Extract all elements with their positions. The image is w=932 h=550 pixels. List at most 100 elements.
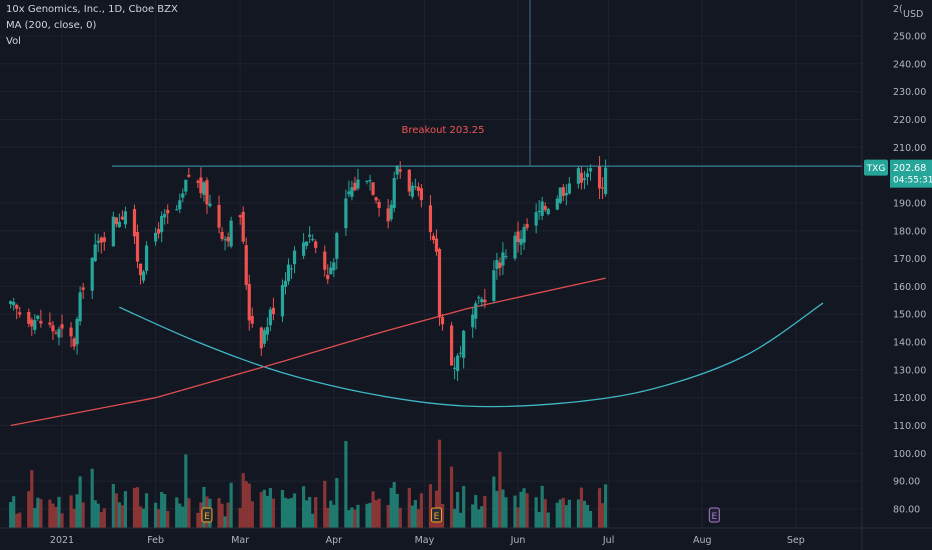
candle-body xyxy=(332,262,336,271)
candle-body xyxy=(374,197,378,201)
candle-body xyxy=(407,169,411,192)
volume-bar xyxy=(371,491,375,528)
volume-bar xyxy=(474,495,478,528)
candle-body xyxy=(51,325,55,332)
candle-body xyxy=(229,220,233,247)
candle-body xyxy=(75,319,79,345)
volume-bar xyxy=(154,502,158,528)
volume-bar xyxy=(449,466,454,528)
breakout-level[interactable]: Breakout 203.25 xyxy=(112,125,862,167)
volume-bar xyxy=(226,502,230,528)
price-tag-box xyxy=(890,159,932,188)
candle-body xyxy=(157,228,161,234)
rounding-curve-path xyxy=(119,302,824,408)
candle-body xyxy=(522,227,526,243)
volume-bar xyxy=(323,480,327,528)
candle-body xyxy=(561,187,565,196)
x-tick-label: Mar xyxy=(231,535,249,546)
candle-body xyxy=(356,179,360,189)
volume-bar xyxy=(184,454,188,528)
volume-bar xyxy=(268,488,272,528)
volume-bar xyxy=(289,497,294,528)
volume-bar xyxy=(477,509,481,528)
candle-body xyxy=(516,231,520,243)
volume-bar xyxy=(199,502,203,528)
volume-bar xyxy=(135,487,140,528)
volume-bar xyxy=(356,504,360,528)
candle-body xyxy=(335,233,339,259)
volume-bar xyxy=(588,510,593,528)
candle-body xyxy=(504,256,508,258)
volume-bar xyxy=(12,496,16,528)
volume-bar xyxy=(428,484,433,528)
candle-body xyxy=(54,332,58,334)
volume-legend[interactable]: Vol xyxy=(6,36,21,47)
candle-body xyxy=(564,193,568,196)
candle-body xyxy=(154,232,158,242)
volume-bar xyxy=(407,487,411,528)
candle-body xyxy=(597,166,602,189)
ma-200-path xyxy=(10,277,606,427)
candle-body xyxy=(175,209,179,211)
volume-bar xyxy=(102,508,106,528)
volume-bar xyxy=(516,507,520,528)
candle-body xyxy=(199,177,203,194)
volume-bar xyxy=(81,502,85,528)
candle-body xyxy=(437,248,442,318)
candle-body xyxy=(18,312,22,315)
volume-bar xyxy=(582,500,587,528)
rounding-bottom-curve[interactable] xyxy=(119,302,824,408)
volume-bar xyxy=(332,504,336,528)
candle-body xyxy=(492,270,496,301)
candle-body xyxy=(93,244,97,262)
volume-bar xyxy=(27,491,31,528)
volume-bar xyxy=(344,440,348,528)
y-tick-label: 230.00 xyxy=(893,87,926,98)
volume-bar xyxy=(525,493,529,528)
candle-body xyxy=(519,238,523,245)
volume-bar xyxy=(259,492,263,528)
volume-bar xyxy=(314,497,318,528)
candle-body xyxy=(353,182,357,191)
volume-bars xyxy=(9,439,608,528)
symbol-legend[interactable]: 10x Genomics, Inc., 1D, Cboe BZX xyxy=(6,4,178,15)
candle-body xyxy=(311,238,315,241)
volume-bar xyxy=(181,506,185,528)
candle-body xyxy=(36,315,40,319)
x-tick-label: Apr xyxy=(326,535,343,546)
volume-bar xyxy=(540,485,544,528)
candle-body xyxy=(244,245,248,285)
candle-body xyxy=(480,299,484,303)
candle-body xyxy=(456,355,460,372)
candle-body xyxy=(286,264,291,282)
volume-bar xyxy=(36,497,40,528)
y-tick-label: 180.00 xyxy=(893,226,926,237)
candle-body xyxy=(413,186,417,188)
x-tick-label: Jun xyxy=(510,535,526,546)
y-tick-label: 130.00 xyxy=(893,365,926,376)
candle-body xyxy=(102,237,106,242)
volume-bar xyxy=(72,508,76,528)
volume-bar xyxy=(30,470,34,528)
candle-body xyxy=(144,245,149,271)
candle-body xyxy=(326,274,330,280)
volume-bar xyxy=(75,494,79,528)
volume-bar xyxy=(377,498,381,528)
volume-bar xyxy=(519,491,523,528)
ma-legend[interactable]: MA (200, close, 0) xyxy=(6,20,97,31)
candle-body xyxy=(160,215,164,233)
candle-body xyxy=(283,280,288,287)
candle-body xyxy=(181,193,185,198)
volume-bar xyxy=(90,468,94,528)
candle-body xyxy=(546,208,550,215)
candle-body xyxy=(410,185,414,197)
volume-bar xyxy=(286,498,291,528)
volume-bar xyxy=(138,506,143,528)
y-tick-label: 110.00 xyxy=(893,421,926,432)
x-tick-label: Aug xyxy=(693,535,712,546)
candle-body xyxy=(579,172,584,183)
candle-body xyxy=(132,209,137,237)
